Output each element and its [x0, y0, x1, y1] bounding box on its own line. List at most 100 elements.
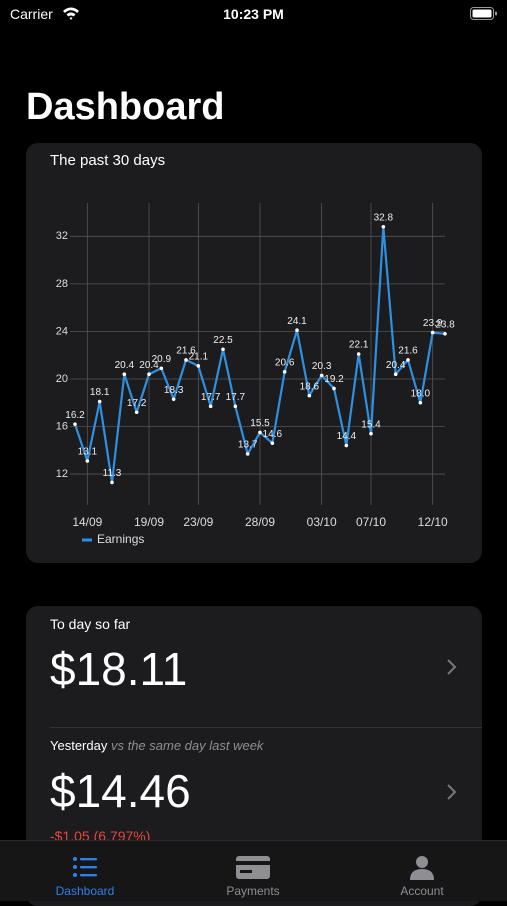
- x-tick-label: 07/10: [356, 515, 386, 529]
- point: [282, 370, 287, 374]
- yesterday-line: Yesterday vs the same day last week: [50, 738, 263, 753]
- y-tick-label: 12: [56, 468, 68, 480]
- value-label: 20.4: [139, 360, 159, 371]
- point: [85, 459, 90, 463]
- point: [307, 393, 312, 398]
- point: [184, 358, 188, 362]
- x-tick-label: 03/10: [307, 515, 337, 529]
- value-label: 14.4: [337, 431, 357, 442]
- value-label: 22.1: [349, 340, 369, 351]
- value-label: 23.9: [423, 318, 443, 329]
- wifi-icon: [63, 7, 79, 20]
- battery-icon: [470, 7, 497, 20]
- today-label: To day so far: [50, 616, 131, 632]
- value-label: 20.3: [312, 361, 332, 372]
- page-title: Dashboard: [26, 86, 225, 128]
- point: [406, 358, 410, 362]
- point: [196, 364, 201, 368]
- point: [418, 400, 423, 405]
- list-icon: [73, 857, 97, 877]
- tab-account[interactable]: Account: [362, 846, 482, 898]
- point: [208, 404, 213, 409]
- value-label: 18.0: [411, 388, 431, 399]
- value-label: 20.4: [115, 360, 135, 371]
- value-label: 18.3: [164, 385, 184, 396]
- value-label: 32.8: [374, 212, 394, 223]
- chart-title: The past 30 days: [50, 152, 165, 169]
- point: [381, 224, 386, 229]
- y-tick-label: 32: [56, 230, 68, 242]
- y-tick-label: 24: [56, 325, 68, 337]
- value-label: 20.4: [386, 360, 406, 371]
- point: [270, 441, 275, 445]
- tab-bar: Dashboard Payments Account: [0, 840, 507, 901]
- point: [134, 410, 139, 415]
- value-label: 21.6: [398, 346, 418, 357]
- yesterday-label: Yesterday: [50, 738, 108, 753]
- point: [258, 430, 262, 435]
- value-label: 21.1: [189, 352, 209, 363]
- value-label: 17.7: [201, 392, 221, 403]
- x-tick-label: 19/09: [134, 515, 164, 529]
- point: [332, 386, 336, 391]
- point: [356, 352, 361, 356]
- point: [147, 372, 151, 377]
- legend-label: Earnings: [97, 532, 144, 546]
- point: [393, 372, 398, 377]
- value-label: 18.6: [300, 381, 320, 392]
- person-icon: [410, 856, 434, 880]
- value-label: 19.2: [324, 374, 344, 385]
- value-label: 11.3: [103, 468, 122, 479]
- value-label: 15.5: [250, 418, 270, 429]
- value-label: 24.1: [287, 316, 307, 327]
- value-label: 17.7: [226, 392, 246, 403]
- value-label: 21.6: [176, 346, 196, 357]
- chevron[interactable]: [446, 783, 458, 801]
- x-tick-label: 12/10: [418, 515, 448, 529]
- tab-payments[interactable]: Payments: [193, 846, 313, 898]
- y-tick-label: 20: [56, 373, 68, 385]
- point: [73, 422, 77, 426]
- today-amount[interactable]: $18.11: [50, 643, 188, 695]
- x-tick-label: 23/09: [183, 515, 213, 529]
- point: [443, 331, 447, 336]
- value-label: 13.1: [78, 447, 98, 458]
- point: [221, 347, 225, 352]
- point: [159, 366, 164, 371]
- yesterday-amount[interactable]: $14.46: [50, 765, 191, 817]
- point: [344, 443, 349, 448]
- comparison-label: vs the same day last week: [110, 738, 264, 753]
- point: [369, 431, 373, 436]
- tab-dashboard[interactable]: Dashboard: [25, 846, 145, 898]
- value-label: 13.7: [238, 440, 258, 451]
- value-label: 14.6: [263, 429, 283, 440]
- point: [171, 397, 176, 401]
- chevron[interactable]: [446, 658, 458, 676]
- tab-label: Payments: [226, 884, 280, 898]
- value-label: 15.4: [361, 419, 381, 430]
- value-label: 18.1: [90, 387, 110, 398]
- value-label: 20.9: [152, 354, 172, 365]
- y-tick-label: 28: [56, 278, 68, 290]
- value-label: 23.8: [435, 319, 455, 330]
- y-tick-label: 16: [56, 420, 68, 432]
- chart: The past 30 days 12 16 20 24 28 32 14/09 19/09 2…: [50, 152, 455, 546]
- x-tick-label: 28/09: [245, 515, 275, 529]
- point: [295, 328, 299, 333]
- card-icon: [236, 856, 270, 879]
- x-tick-label: 14/09: [72, 515, 102, 529]
- chart-card: The past 30 days 12 16 20 24 28 32 14/09 19/09 2…: [26, 143, 482, 563]
- carrier: Carrier: [10, 6, 53, 22]
- point: [122, 372, 127, 377]
- value-label: 16.2: [65, 410, 85, 421]
- value-label: 20.6: [275, 357, 295, 368]
- point: [319, 373, 324, 378]
- value-label: 17.2: [127, 398, 147, 409]
- point: [233, 404, 238, 409]
- tab-label: Account: [400, 884, 444, 898]
- point: [430, 330, 435, 335]
- value-label: 22.5: [213, 335, 233, 346]
- tab-label: Dashboard: [55, 884, 115, 898]
- point: [245, 452, 250, 456]
